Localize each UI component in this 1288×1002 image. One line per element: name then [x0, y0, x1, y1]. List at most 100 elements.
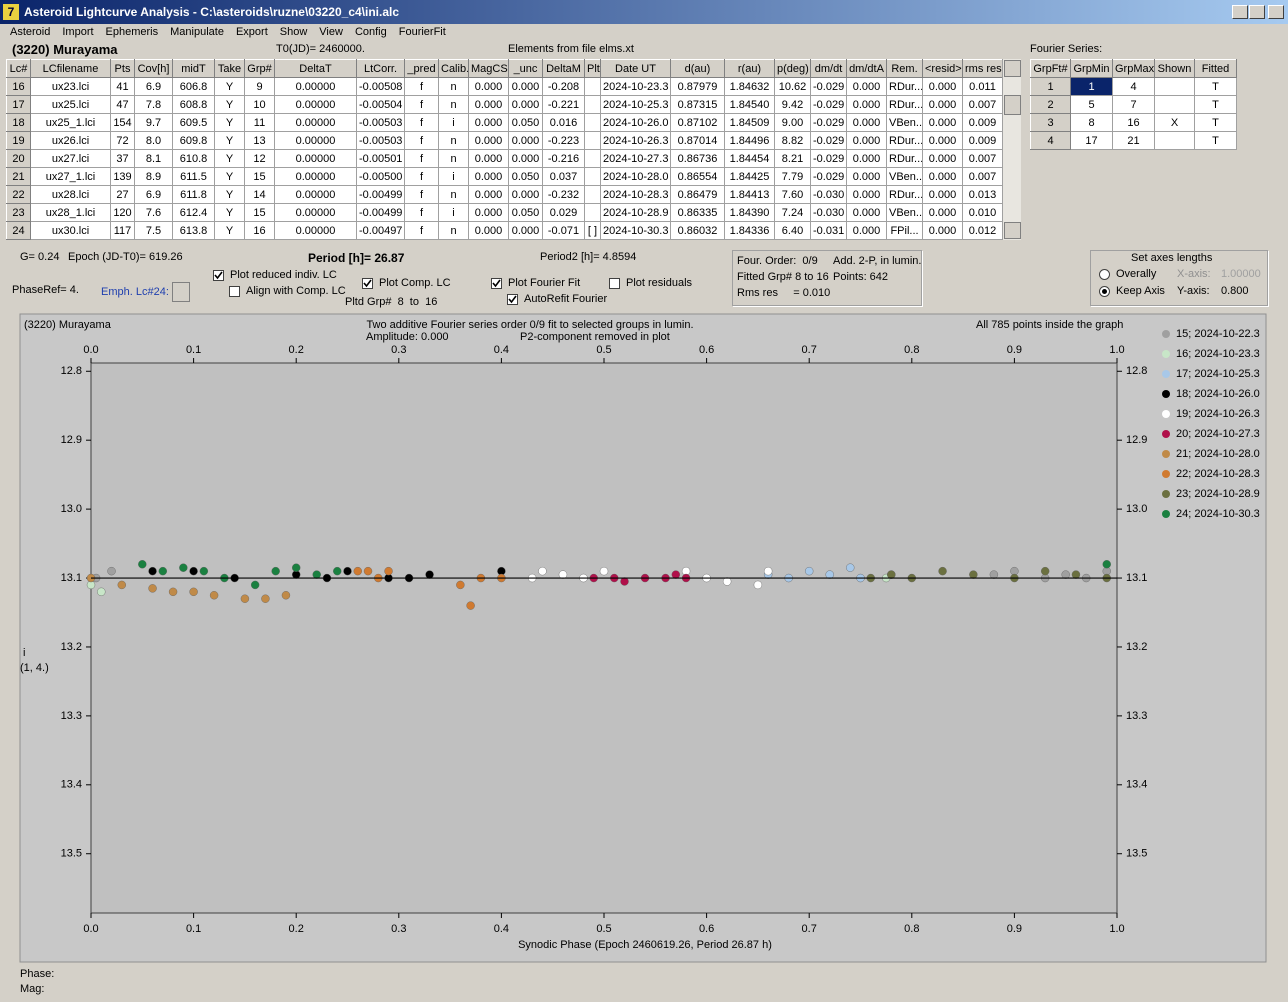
close-button[interactable]: [1268, 5, 1284, 19]
table-cell: 0.000: [846, 149, 887, 168]
table-cell: 0.050: [508, 167, 543, 186]
data-point: [209, 591, 219, 600]
table-cell: 12: [244, 149, 275, 168]
data-point: [312, 570, 321, 579]
emph-spinner[interactable]: [172, 282, 190, 302]
annotation: All 785 points inside the graph: [976, 319, 1123, 331]
column-header: rms res: [962, 59, 1003, 78]
x-tick-label: 0.1: [186, 923, 201, 935]
period2-label: Period2 [h]= 4.8594: [540, 251, 637, 263]
table-row: 23 ux28_1.lci 120 7.6 612.4 Y 15 0.00000 -0.0049…: [6, 203, 1003, 222]
column-header: Calib.: [438, 59, 469, 78]
menu-item[interactable]: View: [319, 26, 343, 38]
scroll-thumb[interactable]: [1004, 95, 1021, 115]
table-cell: 0.00000: [274, 203, 357, 222]
table-cell: 22: [6, 185, 31, 204]
table-row: 18 ux25_1.lci 154 9.7 609.5 Y 11 0.00000 -0.0050…: [6, 113, 1003, 132]
radio[interactable]: [1099, 286, 1110, 297]
data-point: [250, 580, 260, 590]
table-cell: 2024-10-26.3: [600, 131, 671, 150]
minimize-button[interactable]: [1232, 5, 1248, 19]
radio-label: Keep Axis: [1116, 285, 1165, 297]
menu-item[interactable]: Import: [62, 26, 94, 38]
checkbox[interactable]: [362, 278, 373, 289]
table-cell: 23: [6, 203, 31, 222]
y-axis-value: 0.800: [1221, 285, 1249, 297]
menu-item[interactable]: FourierFit: [398, 26, 446, 38]
table-cell: 0.00000: [274, 167, 357, 186]
menu-item[interactable]: Manipulate: [170, 26, 224, 38]
checkbox[interactable]: [609, 278, 620, 289]
table-cell: 154: [110, 113, 135, 132]
data-point: [846, 563, 855, 572]
table-cell: 37: [110, 149, 135, 168]
table-cell: -0.00503: [356, 113, 405, 132]
data-point: [343, 566, 352, 576]
status-phase: Phase:: [20, 968, 55, 980]
table-cell: FPil...: [886, 221, 923, 240]
table-cell: T: [1194, 131, 1237, 150]
legend-marker: [1162, 330, 1170, 338]
table-cell: -0.029: [810, 95, 847, 114]
table-cell: -0.00499: [356, 203, 405, 222]
y-tick-label: 13.4: [1126, 779, 1147, 791]
data-point: [887, 570, 896, 579]
table-cell: 2: [1030, 95, 1071, 114]
table-cell: 0.050: [508, 203, 543, 222]
table-cell: 0.013: [962, 185, 1003, 204]
table-cell: 2024-10-28.9: [600, 203, 671, 222]
table-cell: 1.84390: [724, 203, 775, 222]
data-point: [763, 566, 773, 576]
info-points: Points: 642: [833, 271, 889, 283]
y-tick-label: 13.5: [1126, 848, 1147, 860]
x-tick-label: 0.4: [494, 923, 509, 935]
table-row: 24 ux30.lci 117 7.5 613.8 Y 16 0.00000 -0.00497 f…: [6, 221, 1003, 240]
checkbox[interactable]: [491, 278, 502, 289]
table-cell: -0.029: [810, 149, 847, 168]
checkbox[interactable]: [213, 270, 224, 281]
plot-area: [90, 362, 1118, 914]
x-tick-label: 0.9: [1007, 344, 1022, 356]
menu-item[interactable]: Asteroid: [10, 26, 51, 38]
legend-marker: [1162, 450, 1170, 458]
menu-bar: Asteroid Import Ephemeris Manipulate Export S…: [10, 26, 458, 38]
scroll-up[interactable]: [1004, 60, 1021, 77]
maximize-button[interactable]: [1249, 5, 1265, 19]
legend-marker: [1162, 430, 1170, 438]
table-cell: -0.00501: [356, 149, 405, 168]
table-cell: 0.000: [846, 221, 887, 240]
table-cell: 0.000: [922, 167, 963, 186]
column-header: DeltaT: [274, 59, 357, 78]
checkbox-label: Plot Comp. LC: [379, 277, 451, 289]
table-cell: -0.030: [810, 185, 847, 204]
column-header: LCfilename: [30, 59, 111, 78]
legend-marker: [1162, 470, 1170, 478]
radio[interactable]: [1099, 269, 1110, 280]
data-point: [199, 566, 209, 576]
table-cell: 0.000: [468, 221, 509, 240]
data-point: [292, 563, 301, 572]
table-cell: 41: [110, 77, 135, 96]
data-point: [148, 584, 157, 593]
data-point: [558, 570, 568, 579]
legend-marker: [1162, 350, 1170, 358]
table-cell: ux25.lci: [30, 95, 111, 114]
table-cell: 120: [110, 203, 135, 222]
legend-label: 17; 2024-10-25.3: [1176, 368, 1260, 380]
scrollbar[interactable]: [1002, 59, 1021, 240]
scroll-down[interactable]: [1004, 222, 1021, 239]
column-header: r(au): [724, 59, 775, 78]
table-cell: 0.000: [508, 221, 543, 240]
checkbox-label: Plot residuals: [626, 277, 693, 289]
data-point: [805, 566, 814, 576]
checkbox[interactable]: [507, 294, 518, 305]
menu-item[interactable]: Config: [354, 26, 387, 38]
menu-item[interactable]: Show: [279, 26, 308, 38]
table-cell: 0.000: [922, 203, 963, 222]
data-point: [384, 566, 393, 576]
table-cell: 0.87102: [670, 113, 725, 132]
table-cell: 13: [244, 131, 275, 150]
menu-item[interactable]: Export: [235, 26, 268, 38]
checkbox[interactable]: [229, 286, 240, 297]
menu-item[interactable]: Ephemeris: [105, 26, 159, 38]
